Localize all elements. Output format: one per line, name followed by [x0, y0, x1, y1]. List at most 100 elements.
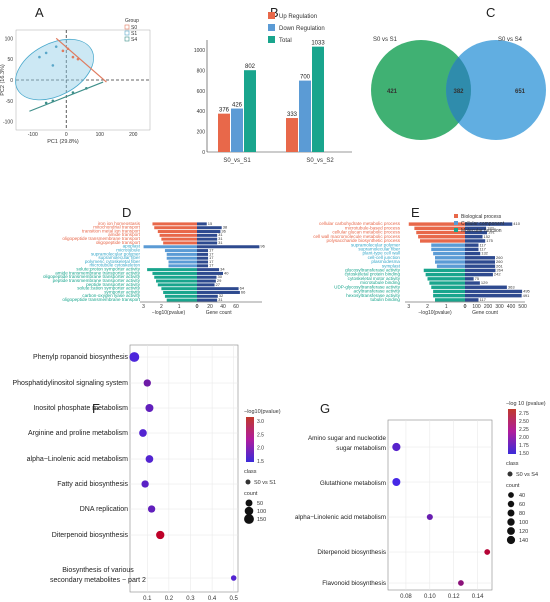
go-e-legend-label-1: Cellular component — [461, 221, 505, 227]
pca-xtick-0: -100 — [28, 132, 38, 138]
panel-letter-c: C — [486, 5, 495, 20]
bar-1-1 — [299, 80, 311, 152]
go-e-ltick-1: 2 — [426, 304, 429, 310]
go-e-pbar-7 — [433, 251, 465, 256]
go-d-count-label-0: 15 — [208, 221, 213, 226]
go-e-countbar-12 — [465, 272, 493, 277]
bar-ytick-5: 1000 — [194, 48, 205, 54]
kegg-f-class-title: class — [244, 469, 257, 475]
kegg-g-count-label-2: 80 — [519, 511, 525, 517]
go-e-countbar-14 — [465, 281, 480, 285]
go-e-term-3: cell wall macromolecule metabolic proces… — [313, 234, 401, 239]
go-e-pbar-1 — [414, 226, 465, 231]
kegg-g-count-key-1 — [507, 500, 515, 508]
pca-ytick-3: -50 — [6, 99, 13, 105]
pca-legend-label-1: S1 — [131, 31, 137, 37]
go-d-pbar-0 — [152, 222, 197, 226]
kegg-g-class-key — [507, 471, 513, 477]
kegg-f-xtick-0: 0.1 — [143, 596, 152, 602]
kegg-g-colorbar-tick-2: 2.25 — [519, 427, 529, 433]
pca-point-s0-0 — [61, 49, 65, 53]
go-e-count-label-4: 175 — [486, 238, 493, 243]
go-d-rtick-2: 40 — [220, 304, 226, 310]
go-e-countbar-15 — [465, 285, 507, 289]
pca-point-s4-2 — [71, 91, 75, 94]
venn-circle-s4 — [446, 40, 546, 140]
go-e-legend-key-2 — [454, 228, 458, 232]
go-d-term-3: amide transport — [108, 232, 141, 237]
go-e-count-label-16: 495 — [523, 289, 530, 294]
venn-circle-s1 — [371, 40, 471, 140]
kegg-f-colorbar-tick-2: 2.0 — [257, 446, 264, 452]
go-e-term-15: UDP-glycosyltransferase activity — [334, 284, 401, 289]
pca-ytick-1: 50 — [7, 57, 13, 63]
kegg-g-xtick-3: 0.14 — [472, 594, 484, 600]
kegg-f-class-name: S0 vs S1 — [254, 480, 276, 486]
go-e-pbar-12 — [425, 272, 465, 277]
kegg-g-class-name: S0 vs S4 — [516, 472, 538, 478]
go-d-pbar-2 — [157, 230, 197, 234]
go-e-pbar-9 — [435, 260, 465, 264]
go-d-pbar-4 — [161, 237, 197, 241]
kegg-f-colorbar-tick-1: 2.5 — [257, 432, 264, 438]
go-d-count-label-11: 17 — [209, 263, 214, 268]
go-d-count-label-8: 17 — [209, 251, 214, 256]
panel-letter-a: A — [35, 5, 44, 20]
go-e-legend-label-2: Molecular function — [461, 228, 502, 234]
go-d-ltick-2: 1 — [178, 304, 181, 310]
go-e-countbar-9 — [465, 260, 495, 264]
go-d-countbar-20 — [197, 298, 218, 302]
panel-letter-g: G — [320, 401, 330, 416]
go-d-countbar-1 — [197, 226, 222, 230]
go-d-term-16: peptide transporter activity — [86, 282, 141, 287]
go-e-countbar-11 — [465, 268, 496, 273]
go-d-term-6: apoplast — [123, 244, 141, 249]
kegg-f-xtick-4: 0.5 — [230, 596, 239, 602]
go-e-pbar-10 — [436, 264, 465, 268]
kegg-g-pathway-1: sugar metabolism — [336, 445, 386, 452]
panel-letter-d: D — [122, 205, 131, 220]
go-d-pbar-3 — [159, 233, 197, 237]
bar-legend-label-1: Down Regulation — [279, 26, 325, 32]
go-e-count-label-13: 75 — [475, 276, 480, 281]
go-e-countbar-18 — [465, 298, 479, 302]
go-d-countbar-13 — [197, 271, 223, 275]
go-e-countbar-5 — [465, 243, 479, 247]
pca-point-s1-3 — [54, 45, 58, 48]
go-e-count-label-15: 363 — [508, 284, 515, 289]
go-e-term-16: acyltransferase activity — [354, 289, 401, 294]
bar-category-0: S0_vs_S1 — [223, 158, 251, 164]
go-e-ltick-0: 3 — [407, 304, 410, 310]
go-e-rtick-1: 100 — [472, 304, 481, 310]
kegg-f-bubble-3 — [139, 429, 147, 437]
go-d-countbar-19 — [197, 294, 218, 298]
go-d-pbar-11 — [168, 264, 197, 268]
go-e-count-label-2: 191 — [488, 230, 495, 235]
bar-value-label-0-2: 802 — [245, 64, 256, 70]
go-e-countbar-10 — [465, 264, 496, 268]
go-e-count-label-18: 117 — [480, 297, 487, 302]
go-e-pbar-8 — [435, 256, 465, 260]
go-e-count-label-9: 260 — [496, 259, 503, 264]
kegg-g-count-key-4 — [507, 527, 515, 535]
go-d-term-2: transition metal ion transport — [82, 228, 141, 233]
go-e-xlabel-right: Gene count — [472, 310, 498, 316]
go-d-pbar-15 — [156, 279, 197, 283]
bar-ytick-0: 0 — [202, 150, 205, 156]
go-d-ltick-3: 0 — [196, 304, 199, 310]
go-e-count-label-5: 117 — [480, 242, 487, 247]
go-d-term-10: polymeric cytoskeletal fiber — [85, 259, 141, 264]
pca-line-s4 — [29, 81, 104, 112]
kegg-f-bubble-1 — [143, 379, 151, 387]
kegg-f-bubble-7 — [156, 530, 165, 540]
go-d-pbar-10 — [168, 260, 197, 264]
bar-value-label-1-1: 700 — [300, 75, 311, 81]
go-e-countbar-7 — [465, 251, 481, 256]
go-e-term-6: supramolecular fiber — [358, 246, 400, 251]
bar-value-label-1-0: 333 — [287, 112, 298, 118]
go-d-countbar-17 — [197, 287, 239, 291]
kegg-g-count-label-4: 120 — [519, 529, 528, 535]
go-e-pbar-4 — [420, 239, 465, 243]
kegg-f-bubble-2 — [145, 403, 154, 413]
go-e-pbar-18 — [435, 298, 465, 302]
